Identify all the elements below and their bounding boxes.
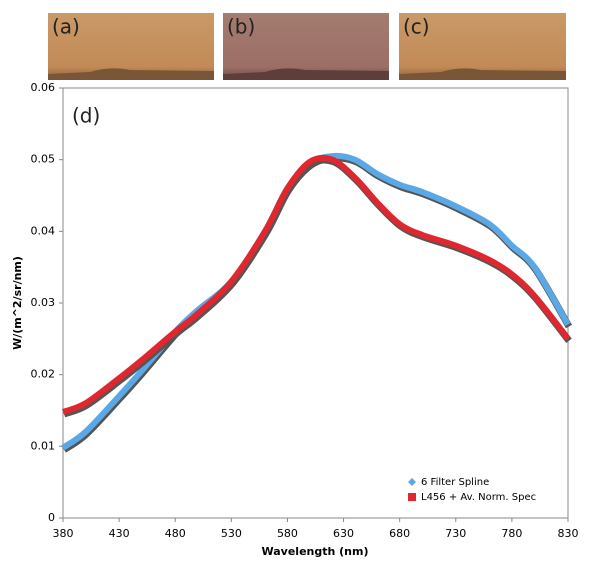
x-axis-label: Wavelength (nm) bbox=[262, 545, 369, 558]
y-axis-label: W/(m^2/sr/nm) bbox=[11, 256, 24, 350]
x-tick-label: 830 bbox=[558, 527, 579, 540]
image-panel: (b) bbox=[223, 13, 389, 80]
legend-label: L456 + Av. Norm. Spec bbox=[421, 492, 536, 503]
plot-frame bbox=[62, 87, 569, 519]
y-tick-label: 0.03 bbox=[31, 296, 56, 309]
line bbox=[61, 152, 571, 451]
y-tick-label: 0 bbox=[48, 511, 55, 524]
x-tick-label: 780 bbox=[501, 527, 522, 540]
panel-label: (b) bbox=[227, 15, 255, 39]
legend-marker bbox=[408, 493, 416, 501]
legend-label: 6 Filter Spline bbox=[421, 477, 489, 488]
y-tick-label: 0.04 bbox=[31, 224, 56, 237]
y-tick-label: 0.02 bbox=[31, 368, 56, 381]
line bbox=[61, 154, 571, 415]
x-tick-label: 430 bbox=[109, 527, 130, 540]
x-tick-label: 630 bbox=[333, 527, 354, 540]
x-tick-label: 380 bbox=[53, 527, 74, 540]
image-panel: (c) bbox=[399, 13, 566, 80]
x-tick-label: 480 bbox=[165, 527, 186, 540]
y-tick-label: 0.01 bbox=[31, 439, 56, 452]
panel-label: (d) bbox=[72, 104, 100, 128]
panel-label: (c) bbox=[403, 15, 430, 39]
x-tick-label: 680 bbox=[389, 527, 410, 540]
line-shadow bbox=[61, 154, 573, 453]
x-tick-label: 530 bbox=[221, 527, 242, 540]
legend-marker bbox=[408, 478, 416, 486]
panel-label: (a) bbox=[52, 15, 80, 39]
x-tick-label: 730 bbox=[445, 527, 466, 540]
y-tick-label: 0.06 bbox=[31, 81, 56, 94]
x-tick-label: 580 bbox=[277, 527, 298, 540]
image-panel: (a) bbox=[48, 13, 214, 80]
y-tick-label: 0.05 bbox=[31, 153, 56, 166]
